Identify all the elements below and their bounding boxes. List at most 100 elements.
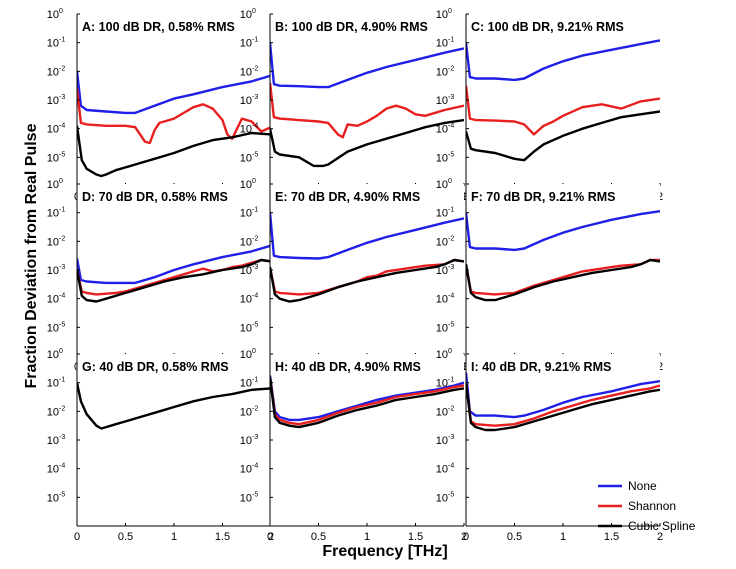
series-line-none	[466, 39, 660, 82]
x-tick-label: 2	[657, 531, 663, 543]
y-tick-label: 10	[240, 179, 252, 191]
plot-area	[466, 354, 660, 526]
y-tick-label: 10	[47, 38, 59, 50]
y-tick-label: 10	[47, 66, 59, 78]
y-tick-exponent: -2	[59, 405, 65, 412]
y-tick-label: 10	[240, 95, 252, 107]
y-tick-label: 10	[47, 265, 59, 277]
y-tick-label: 10	[436, 406, 448, 418]
y-tick-exponent: -4	[59, 293, 65, 300]
panel-title: B: 100 dB DR, 4.90% RMS	[275, 20, 428, 34]
y-tick-label: 10	[240, 236, 252, 248]
y-tick-label: 10	[240, 66, 252, 78]
series-line-none	[77, 71, 271, 115]
y-tick-label: 10	[47, 294, 59, 306]
x-tick-label: 0	[267, 531, 273, 543]
y-tick-label: 10	[47, 9, 59, 21]
y-tick-label: 10	[47, 406, 59, 418]
series-line-none	[77, 244, 271, 285]
y-tick-label: 10	[240, 124, 252, 136]
series-line-cubic-spline	[270, 258, 464, 303]
y-tick-label: 10	[436, 9, 448, 21]
series-line-none	[270, 375, 464, 422]
legend-label-cubic-spline: Cubic Spline	[628, 519, 696, 533]
series-line-shannon	[77, 88, 271, 145]
x-axis-label: Frequency [THz]	[322, 543, 447, 560]
y-tick-exponent: -3	[59, 434, 65, 441]
series-line-cubic-spline	[270, 376, 464, 429]
y-tick-exponent: -5	[252, 151, 258, 158]
y-tick-exponent: -3	[252, 264, 258, 271]
x-tick-label: 0.5	[507, 531, 522, 543]
y-tick-exponent: 0	[448, 178, 452, 185]
panel-title: E: 70 dB DR, 4.90% RMS	[275, 190, 420, 204]
y-tick-exponent: -1	[448, 207, 454, 214]
legend: None Shannon Cubic Spline	[598, 479, 696, 533]
x-tick-label: 1.5	[408, 531, 423, 543]
y-tick-exponent: -1	[252, 37, 258, 44]
y-tick-exponent: -3	[59, 264, 65, 271]
y-tick-exponent: -5	[252, 491, 258, 498]
y-tick-exponent: 0	[252, 178, 256, 185]
y-tick-label: 10	[240, 378, 252, 390]
series-line-cubic-spline	[466, 382, 660, 432]
x-tick-label: 2	[461, 531, 467, 543]
y-tick-label: 10	[436, 236, 448, 248]
x-tick-label: 1	[171, 531, 177, 543]
series-line-shannon	[270, 258, 464, 296]
plot-area	[270, 354, 464, 526]
y-tick-exponent: -3	[59, 94, 65, 101]
y-tick-label: 10	[47, 464, 59, 476]
y-tick-exponent: 0	[59, 8, 63, 15]
x-tick-label: 0	[74, 531, 80, 543]
y-tick-exponent: -3	[448, 434, 454, 441]
y-tick-exponent: -1	[252, 207, 258, 214]
y-tick-label: 10	[240, 38, 252, 50]
y-axis-label: Fraction Deviation from Real Pulse	[23, 123, 40, 388]
y-tick-exponent: 0	[252, 348, 256, 355]
y-tick-exponent: -5	[448, 491, 454, 498]
series-line-shannon	[77, 258, 271, 296]
y-tick-label: 10	[47, 378, 59, 390]
x-tick-label: 0.5	[118, 531, 133, 543]
y-tick-label: 10	[436, 66, 448, 78]
y-tick-exponent: -1	[448, 37, 454, 44]
y-tick-label: 10	[47, 349, 59, 361]
panel-title: I: 40 dB DR, 9.21% RMS	[471, 360, 611, 374]
y-tick-exponent: -3	[448, 94, 454, 101]
series-line-cubic-spline	[466, 110, 660, 162]
y-tick-label: 10	[436, 492, 448, 504]
y-tick-label: 10	[47, 95, 59, 107]
y-tick-label: 10	[240, 406, 252, 418]
series-line-none	[270, 212, 464, 260]
y-tick-exponent: -4	[252, 293, 258, 300]
y-tick-label: 10	[47, 208, 59, 220]
y-tick-label: 10	[47, 236, 59, 248]
y-tick-exponent: -2	[59, 65, 65, 72]
x-tick-label: 0.5	[311, 531, 326, 543]
legend-label-shannon: Shannon	[628, 499, 676, 513]
y-tick-exponent: -3	[252, 94, 258, 101]
y-tick-label: 10	[436, 435, 448, 447]
y-tick-label: 10	[240, 294, 252, 306]
y-tick-label: 10	[436, 378, 448, 390]
y-tick-label: 10	[240, 152, 252, 164]
y-tick-label: 10	[47, 179, 59, 191]
y-tick-exponent: -3	[448, 264, 454, 271]
x-tick-label: 1.5	[604, 531, 619, 543]
y-tick-label: 10	[47, 322, 59, 334]
panel-title: H: 40 dB DR, 4.90% RMS	[275, 360, 421, 374]
y-tick-exponent: -2	[252, 405, 258, 412]
plot-area	[77, 354, 271, 526]
y-tick-label: 10	[240, 208, 252, 220]
y-tick-exponent: -4	[448, 463, 454, 470]
y-tick-label: 10	[436, 322, 448, 334]
y-tick-label: 10	[436, 464, 448, 476]
y-tick-label: 10	[240, 322, 252, 334]
y-tick-exponent: -5	[448, 321, 454, 328]
